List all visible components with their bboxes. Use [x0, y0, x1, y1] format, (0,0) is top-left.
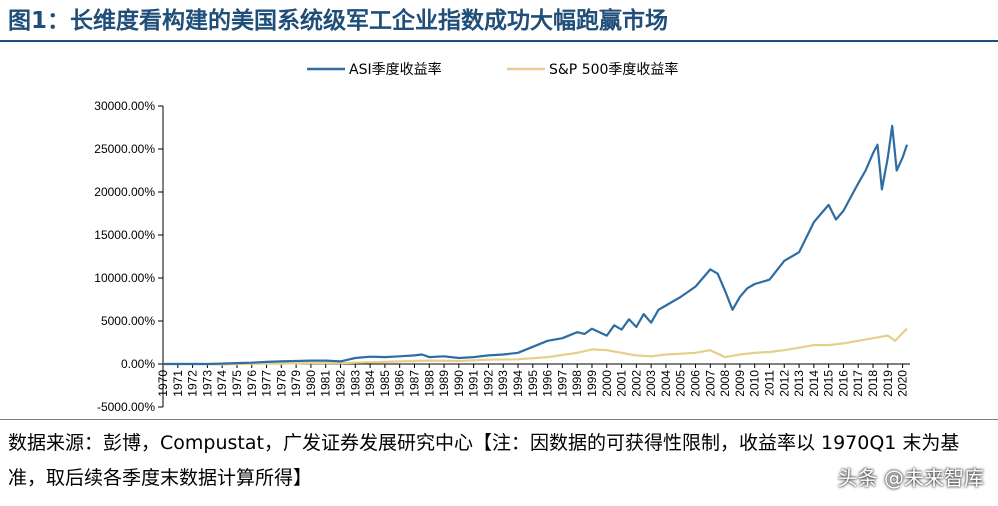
- chart-legend: ASI季度收益率 S&P 500季度收益率: [307, 61, 678, 78]
- x-tick-label: 2015: [822, 370, 836, 397]
- series-line: [163, 124, 909, 366]
- x-tick-label: 2007: [703, 370, 717, 397]
- y-tick-label: 10000.00%: [94, 271, 155, 285]
- x-tick-label: 1983: [348, 370, 362, 397]
- source-note: 数据来源：彭博，Compustat，广发证券发展研究中心【注：因数据的可获得性限…: [8, 432, 960, 489]
- x-tick-label: 1988: [422, 370, 436, 397]
- x-tick-label: 2000: [600, 370, 614, 397]
- x-tick-label: 2019: [881, 370, 895, 397]
- title-divider: [0, 40, 998, 42]
- x-tick-label: 2003: [644, 370, 658, 397]
- x-tick-label: 2013: [792, 370, 806, 397]
- x-tick-label: 1971: [171, 370, 185, 397]
- x-tick-label: 1975: [230, 370, 244, 397]
- x-tick-label: 1995: [526, 370, 540, 397]
- x-tick-label: 2011: [762, 370, 776, 396]
- x-tick-label: 1981: [319, 370, 333, 397]
- x-tick-label: 2005: [674, 370, 688, 397]
- x-tick-label: 1990: [452, 370, 466, 397]
- series-layer: [162, 124, 909, 366]
- x-tick-label: 2006: [689, 370, 703, 397]
- x-tick-label: 2020: [896, 370, 910, 397]
- x-tick-label: 1973: [200, 370, 214, 397]
- legend-label: ASI季度收益率: [349, 61, 442, 78]
- x-tick-label: 1970: [156, 370, 170, 397]
- y-tick-label: 25000.00%: [94, 142, 155, 156]
- x-tick-label: 1980: [304, 370, 318, 397]
- x-tick-label: 2009: [733, 370, 747, 397]
- source-divider: [0, 419, 998, 420]
- y-tick-label: 30000.00%: [94, 99, 155, 113]
- x-tick-label: 1996: [541, 370, 555, 397]
- x-tick-label: 2018: [866, 370, 880, 397]
- x-tick-label: 2004: [659, 370, 673, 397]
- x-tick-label: 1979: [289, 370, 303, 397]
- x-tick-label: 2014: [807, 370, 821, 397]
- x-tick-label: 2012: [777, 370, 791, 397]
- x-tick-label: 1977: [260, 370, 274, 397]
- x-tick-label: 2010: [748, 370, 762, 397]
- x-tick-label: 1978: [274, 370, 288, 397]
- y-tick-label: 5000.00%: [101, 314, 155, 328]
- y-tick-label: 15000.00%: [94, 228, 155, 242]
- x-tick-label: 2001: [615, 370, 629, 397]
- x-tick-label: 2017: [851, 370, 865, 397]
- watermark: 头条 @未来智库: [837, 466, 984, 490]
- y-tick-label: -5000.00%: [97, 400, 155, 414]
- x-tick-label: 1999: [585, 370, 599, 397]
- x-tick-label: 1986: [393, 370, 407, 397]
- x-tick-label: 1974: [215, 370, 229, 397]
- x-tick-label: 1992: [481, 370, 495, 397]
- x-tick-label: 2008: [718, 370, 732, 397]
- x-tick-label: 1985: [378, 370, 392, 397]
- x-tick-label: 1993: [496, 370, 510, 397]
- x-tick-label: 1991: [467, 370, 481, 397]
- x-tick-label: 1994: [511, 370, 525, 397]
- legend-label: S&P 500季度收益率: [549, 61, 678, 78]
- y-axis: -5000.00% 0.00% 5000.00% 10000.00% 15000.00%…: [94, 99, 164, 414]
- x-axis: 1970 1971 1972 1973 1974 1975 1976 1977 1978 1979…: [156, 363, 910, 397]
- x-tick-label: 1987: [407, 370, 421, 397]
- x-tick-label: 2002: [629, 370, 643, 397]
- x-tick-label: 1982: [334, 370, 348, 397]
- y-tick-label: 0.00%: [121, 357, 155, 371]
- y-tick-label: 20000.00%: [94, 185, 155, 199]
- figure-title: 图1：长维度看构建的美国系统级军工企业指数成功大幅跑赢市场: [8, 8, 669, 34]
- x-tick-label: 1976: [245, 370, 259, 397]
- x-tick-label: 1972: [186, 370, 200, 397]
- series-line: [162, 327, 908, 366]
- line-chart: ASI季度收益率 S&P 500季度收益率 -5000.00% 0.00% 5000.…: [94, 61, 910, 414]
- x-tick-label: 1984: [363, 370, 377, 397]
- x-tick-label: 2016: [836, 370, 850, 397]
- x-tick-label: 1989: [437, 370, 451, 397]
- x-tick-label: 1997: [555, 370, 569, 397]
- x-tick-label: 1998: [570, 370, 584, 397]
